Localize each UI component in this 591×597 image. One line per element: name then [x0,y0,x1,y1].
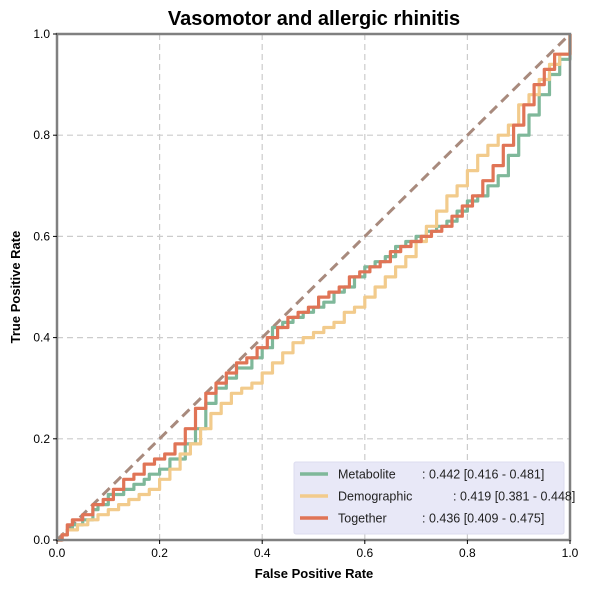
legend: Metabolite : 0.442 [0.416 - 0.481] Demogra… [293,461,575,535]
series-line-together [57,34,572,542]
legend-series-score: : 0.419 [0.381 - 0.448] [453,490,575,504]
y-axis-label: True Positive Rate [8,231,23,344]
y-ticks: 0.0 0.2 0.4 0.6 0.8 1.0 [33,27,57,547]
chance-diagonal [55,32,572,542]
plot-frame [55,32,572,542]
legend-series-score: : 0.436 [0.409 - 0.475] [422,512,544,526]
x-tick-label: 0.4 [254,546,271,560]
series-line-metabolite [57,34,572,542]
x-tick-label: 0.6 [356,546,373,560]
x-tick-label: 1.0 [562,546,579,560]
legend-series-score: : 0.442 [0.416 - 0.481] [422,468,544,482]
legend-series-name: Metabolite [338,468,396,482]
legend-series-name: Together [338,512,387,526]
legend-box [293,461,565,535]
x-tick-label: 0.2 [151,546,168,560]
x-tick-label: 0.8 [459,546,476,560]
series-lines [57,34,572,542]
chart-title: Vasomotor and allergic rhinitis [168,8,460,30]
x-ticks: 0.0 0.2 0.4 0.6 0.8 1.0 [49,540,579,560]
y-tick-label: 0.8 [33,128,50,142]
x-axis-label: False Positive Rate [255,566,374,581]
grid [57,34,570,540]
y-tick-label: 0.2 [33,432,50,446]
y-tick-label: 0.4 [33,331,50,345]
y-tick-label: 0.0 [33,533,50,547]
legend-series-name: Demographic [338,490,412,504]
x-tick-label: 0.0 [49,546,66,560]
y-tick-label: 0.6 [33,229,50,243]
series-line-demographic [57,34,572,542]
y-tick-label: 1.0 [33,27,50,41]
chance-diagonal-line [55,32,572,542]
